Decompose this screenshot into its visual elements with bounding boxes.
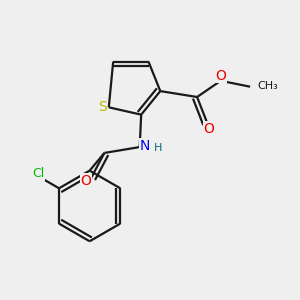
Text: Cl: Cl	[32, 167, 45, 180]
Text: S: S	[98, 100, 107, 114]
Text: CH₃: CH₃	[257, 81, 278, 91]
Text: O: O	[215, 68, 226, 83]
Text: N: N	[140, 139, 150, 153]
Text: O: O	[80, 174, 91, 188]
Text: O: O	[203, 122, 214, 136]
Text: H: H	[154, 143, 162, 153]
